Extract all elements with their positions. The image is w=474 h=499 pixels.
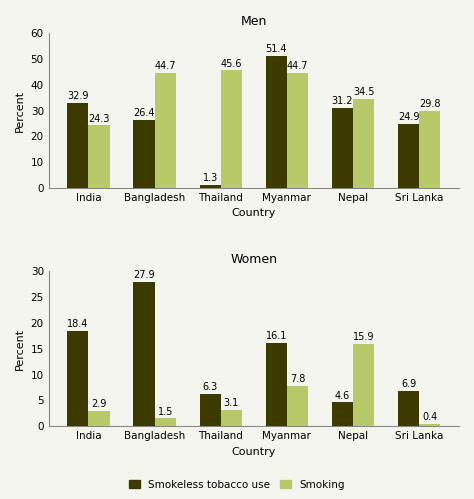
Text: 6.9: 6.9 [401,379,416,389]
Text: 4.6: 4.6 [335,391,350,401]
Bar [133,120,155,188]
Text: 18.4: 18.4 [67,319,89,329]
Bar [332,108,353,188]
Text: 3.1: 3.1 [224,398,239,408]
Text: 32.9: 32.9 [67,91,89,101]
Bar [133,282,155,426]
Bar [266,55,287,188]
Bar [353,99,374,188]
Title: Men: Men [241,15,267,28]
Bar [398,124,419,188]
Text: 24.9: 24.9 [398,112,419,122]
Text: 1.3: 1.3 [202,173,218,183]
Text: 45.6: 45.6 [220,58,242,68]
Text: 51.4: 51.4 [265,43,287,54]
Bar [221,410,242,426]
Bar [398,391,419,426]
Bar [221,70,242,188]
Text: 26.4: 26.4 [133,108,155,118]
Bar [287,386,308,426]
Bar [200,185,221,188]
Bar [67,331,88,426]
Bar [155,73,176,188]
Bar [155,418,176,426]
Text: 0.4: 0.4 [422,412,438,422]
Text: 44.7: 44.7 [155,61,176,71]
Bar [88,125,109,188]
X-axis label: Country: Country [232,447,276,457]
Title: Women: Women [230,253,277,266]
Bar [287,73,308,188]
Text: 7.8: 7.8 [290,374,305,384]
Bar [332,402,353,426]
Text: 16.1: 16.1 [265,331,287,341]
X-axis label: Country: Country [232,209,276,219]
Y-axis label: Percent: Percent [15,328,25,370]
Bar [200,394,221,426]
Bar [88,411,109,426]
Y-axis label: Percent: Percent [15,90,25,132]
Text: 44.7: 44.7 [287,61,308,71]
Text: 34.5: 34.5 [353,87,374,97]
Text: 29.8: 29.8 [419,99,441,109]
Bar [266,343,287,426]
Bar [67,103,88,188]
Text: 6.3: 6.3 [202,382,218,392]
Text: 15.9: 15.9 [353,332,374,342]
Text: 2.9: 2.9 [91,399,107,409]
Text: 31.2: 31.2 [332,96,353,106]
Bar [419,111,440,188]
Bar [353,344,374,426]
Text: 27.9: 27.9 [133,270,155,280]
Text: 1.5: 1.5 [157,407,173,417]
Text: 24.3: 24.3 [88,113,109,124]
Legend: Smokeless tobacco use, Smoking: Smokeless tobacco use, Smoking [125,476,349,494]
Bar [419,424,440,426]
